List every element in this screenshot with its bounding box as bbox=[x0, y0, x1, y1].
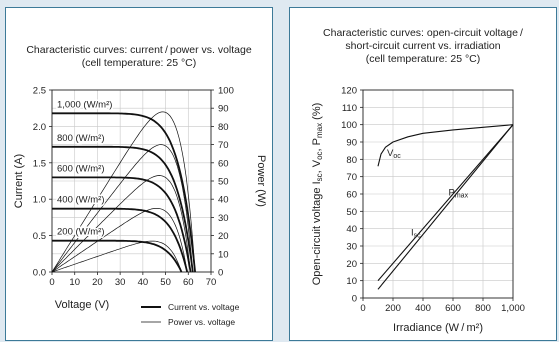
y-tick-label: 80 bbox=[346, 155, 357, 166]
irradiance-label: 600 (W/m²) bbox=[57, 163, 105, 174]
series-label-pmax: Pmax bbox=[449, 188, 469, 200]
current-curve bbox=[52, 239, 183, 273]
series-label-isc: Isc bbox=[411, 228, 421, 240]
x-tick-label: 40 bbox=[138, 277, 149, 288]
y2-tick-label: 70 bbox=[218, 140, 229, 151]
x-axis-label: Irradiance (W / m²) bbox=[393, 322, 483, 334]
plot-frame bbox=[362, 89, 514, 299]
y-tick-label: 60 bbox=[346, 190, 357, 201]
y2-tick-label: 60 bbox=[218, 158, 229, 169]
irradiance-label: 400 (W/m²) bbox=[57, 195, 105, 206]
x-tick-label: 0 bbox=[49, 277, 54, 288]
y2-tick-label: 40 bbox=[218, 195, 229, 206]
x-tick-label: 10 bbox=[69, 277, 80, 288]
x-tick-label: 0 bbox=[360, 303, 365, 314]
y2-tick-label: 80 bbox=[218, 122, 229, 133]
y2-tick-label: 50 bbox=[218, 177, 229, 188]
y2-axis-label: Power (W) bbox=[255, 155, 267, 207]
power-curve bbox=[51, 111, 196, 273]
current-curve bbox=[52, 176, 192, 273]
y2-tick-label: 20 bbox=[218, 231, 229, 242]
y-tick-label: 0.0 bbox=[33, 268, 46, 279]
x-tick-label: 60 bbox=[183, 277, 194, 288]
series-line bbox=[377, 124, 514, 167]
y-tick-label: 70 bbox=[346, 172, 357, 183]
x-tick-label: 1,000 bbox=[501, 303, 525, 314]
irradiance-label: 800 (W/m²) bbox=[57, 133, 105, 144]
power-curve bbox=[51, 207, 188, 273]
x-tick-label: 600 bbox=[445, 303, 461, 314]
power-curve bbox=[51, 175, 191, 273]
current-curve bbox=[52, 112, 196, 273]
x-axis-label: Voltage (V) bbox=[55, 299, 109, 311]
y-tick-label: 100 bbox=[341, 120, 357, 131]
x-tick-label: 50 bbox=[160, 277, 171, 288]
y-tick-label: 1.0 bbox=[33, 195, 46, 206]
y2-tick-label: 100 bbox=[218, 86, 234, 97]
y-tick-label: 10 bbox=[346, 276, 357, 287]
power-curve bbox=[51, 240, 182, 273]
irradiance-label: 1,000 (W/m²) bbox=[57, 99, 112, 110]
x-tick-label: 200 bbox=[385, 303, 401, 314]
irradiance-label: 200 (W/m²) bbox=[57, 227, 105, 238]
plot-frame bbox=[51, 89, 212, 273]
chart-title: (cell temperature: 25 °C) bbox=[366, 53, 481, 65]
series-line bbox=[377, 124, 514, 282]
y-axis-label: Open-circuit voltage Isc​, Voc​, Pmax​ (… bbox=[311, 103, 324, 286]
x-tick-label: 70 bbox=[206, 277, 217, 288]
y-axis-label: Current (A) bbox=[13, 154, 25, 208]
series-line bbox=[377, 124, 514, 290]
current-curve bbox=[52, 207, 189, 273]
iv-chart: Characteristic curves: current / power v… bbox=[13, 44, 267, 327]
y-tick-label: 90 bbox=[346, 138, 357, 149]
y-tick-label: 1.5 bbox=[33, 158, 46, 169]
y-tick-label: 40 bbox=[346, 224, 357, 235]
legend-label-power: Power vs. voltage bbox=[168, 317, 235, 327]
y-tick-label: 0 bbox=[352, 294, 357, 305]
series-label-voc: Voc bbox=[387, 148, 401, 160]
chart-panel-irradiance: Characteristic curves: open-circuit volt… bbox=[289, 7, 557, 341]
chart-panel-iv: Characteristic curves: current / power v… bbox=[5, 7, 273, 341]
x-tick-label: 800 bbox=[475, 303, 491, 314]
y2-tick-label: 0 bbox=[218, 268, 223, 279]
chart-title: Characteristic curves: open-circuit volt… bbox=[323, 27, 523, 39]
irradiance-chart: Characteristic curves: open-circuit volt… bbox=[311, 27, 525, 334]
chart-title: short-circuit current vs. irradiation bbox=[345, 40, 500, 52]
y-tick-label: 110 bbox=[342, 103, 357, 114]
current-curve bbox=[52, 145, 194, 273]
y-tick-label: 20 bbox=[346, 259, 357, 270]
y-tick-label: 50 bbox=[346, 207, 357, 218]
x-tick-label: 20 bbox=[92, 277, 103, 288]
legend-label-current: Current vs. voltage bbox=[168, 302, 240, 312]
chart-title: (cell temperature: 25 °C) bbox=[82, 57, 197, 69]
y-tick-label: 2.5 bbox=[33, 86, 46, 97]
y-tick-label: 30 bbox=[346, 242, 357, 253]
x-tick-label: 30 bbox=[115, 277, 126, 288]
chart-title: Characteristic curves: current / power v… bbox=[26, 44, 252, 56]
y2-tick-label: 30 bbox=[218, 213, 229, 224]
y2-tick-label: 90 bbox=[218, 104, 229, 115]
y-tick-label: 0.5 bbox=[33, 231, 46, 242]
x-tick-label: 400 bbox=[415, 303, 431, 314]
y2-tick-label: 10 bbox=[218, 249, 229, 260]
y-tick-label: 2.0 bbox=[33, 122, 46, 133]
y-tick-label: 120 bbox=[341, 86, 357, 97]
